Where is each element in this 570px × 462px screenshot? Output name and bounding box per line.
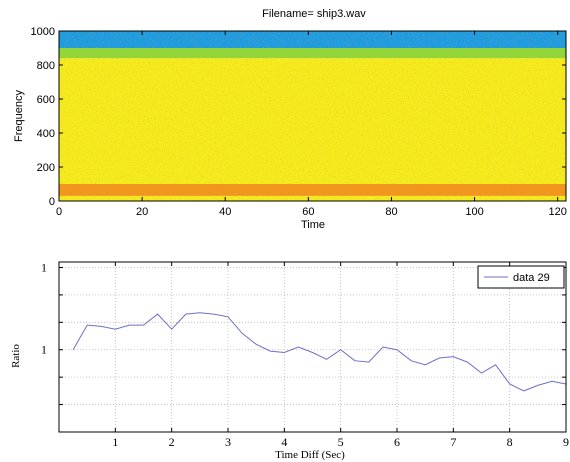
- spectrogram-x-tick-label: 120: [549, 206, 567, 218]
- spectrogram-x-axis-label: Time: [301, 219, 325, 231]
- spectrogram-y-tick-label: 0: [49, 196, 55, 208]
- spectrogram-x-tick-label: 0: [56, 206, 62, 218]
- spectrogram-y-ticks: 0 200 400 600 800 1000: [31, 26, 566, 208]
- spectrogram-noise: [59, 31, 566, 201]
- spectrogram-x-tick-label: 20: [136, 206, 148, 218]
- ratio-x-tick-label: 6: [394, 435, 400, 449]
- spectrogram-x-ticks: 0 20 40 60 80 100 120: [56, 31, 567, 218]
- spectrogram-x-tick-label: 80: [385, 206, 397, 218]
- spectrogram-x-tick-label: 60: [302, 206, 314, 218]
- spectrogram-title: Filename= ship3.wav: [262, 8, 366, 20]
- ratio-x-tick-label: 3: [225, 435, 231, 449]
- spectrogram-y-tick-label: 1000: [31, 26, 55, 38]
- ratio-y-axis-label: Ratio: [10, 344, 22, 368]
- legend: data 29: [477, 265, 565, 289]
- spectrogram-panel: Filename= ship3.wav 0 20 40 60 80 100 120 0 200…: [13, 8, 567, 231]
- spectrogram-x-tick-label: 40: [219, 206, 231, 218]
- spectrogram-frame: [58, 30, 567, 202]
- spectrogram-y-tick-label: 400: [37, 128, 55, 140]
- ratio-x-tick-label: 5: [338, 435, 344, 449]
- ratio-frame: [58, 261, 567, 433]
- ratio-x-tick-label: 9: [563, 435, 569, 449]
- spectrogram-y-tick-label: 800: [37, 60, 55, 72]
- legend-box: [477, 265, 565, 289]
- spectrogram-y-axis-label: Frequency: [13, 90, 25, 142]
- ratio-panel: 1 2 3 4 5 6 7 8 9 1 1 data 29 Time Diff (Sec) Rat…: [10, 260, 569, 461]
- spectrogram-y-tick-label: 600: [37, 94, 55, 106]
- ratio-y-tick-label: 1: [41, 260, 47, 274]
- ratio-plot-background: [59, 262, 566, 432]
- ratio-x-tick-label: 7: [450, 435, 456, 449]
- legend-label: data 29: [513, 272, 550, 284]
- ratio-line-data-29: [72, 312, 567, 392]
- ratio-x-tick-label: 4: [281, 435, 287, 449]
- ratio-x-tick-label: 8: [507, 435, 513, 449]
- ratio-y-tick-label: 1: [41, 343, 47, 357]
- ratio-x-tick-label: 1: [112, 435, 118, 449]
- spectrogram-y-tick-label: 200: [37, 162, 55, 174]
- ratio-x-ticks: 1 2 3 4 5 6 7 8 9: [112, 262, 569, 449]
- ratio-x-axis-label: Time Diff (Sec): [275, 449, 345, 461]
- ratio-x-tick-label: 2: [169, 435, 175, 449]
- spectrogram-x-tick-label: 100: [465, 206, 483, 218]
